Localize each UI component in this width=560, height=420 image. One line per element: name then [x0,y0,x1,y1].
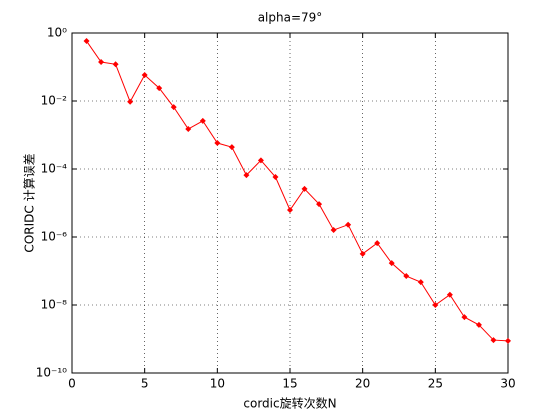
y-tick-label: 10⁻⁴ [41,162,68,176]
x-tick-label: 10 [210,377,225,391]
x-axis-label: cordic旋转次数N [243,396,336,411]
x-tick-label: 0 [68,377,76,391]
y-tick-label: 10⁻² [41,94,68,108]
data-point [359,250,366,257]
data-point [170,104,177,111]
data-point [112,61,119,68]
data-point [83,38,90,45]
data-point [141,72,148,79]
data-point [432,302,439,308]
data-point [417,279,424,286]
data-point [505,337,511,344]
y-tick-label: 10⁰ [47,26,67,40]
x-tick-label: 30 [500,377,515,391]
data-point [490,337,497,344]
data-point [316,201,323,208]
data-point [257,157,264,164]
data-point [214,140,221,147]
axes-box [71,32,509,374]
chart-title: alpha=79° [258,11,323,25]
data-point [199,117,206,124]
data-point [446,291,453,298]
data-point [345,221,352,228]
data-point [374,240,381,247]
data-line [86,40,509,342]
data-point [301,185,308,192]
data-point [156,85,163,92]
x-tick-label: 20 [355,377,370,391]
data-point [127,98,134,105]
data-point [228,144,235,151]
data-point [272,174,279,181]
y-axis-label: CORIDC 计算误差 [22,153,37,252]
data-point [185,126,192,133]
data-point [475,321,482,328]
data-point [98,59,105,66]
data-point [388,260,395,267]
data-point [243,172,250,179]
data-point [287,207,293,214]
y-tick-label: 10⁻⁶ [41,230,68,244]
x-tick-label: 5 [141,377,149,391]
y-tick-label: 10⁻⁸ [41,298,68,312]
data-point [330,227,337,234]
data-point [461,314,468,321]
x-tick-label: 25 [428,377,443,391]
data-point [403,273,410,280]
y-tick-label: 10⁻¹⁰ [36,366,67,380]
x-tick-label: 15 [282,377,297,391]
